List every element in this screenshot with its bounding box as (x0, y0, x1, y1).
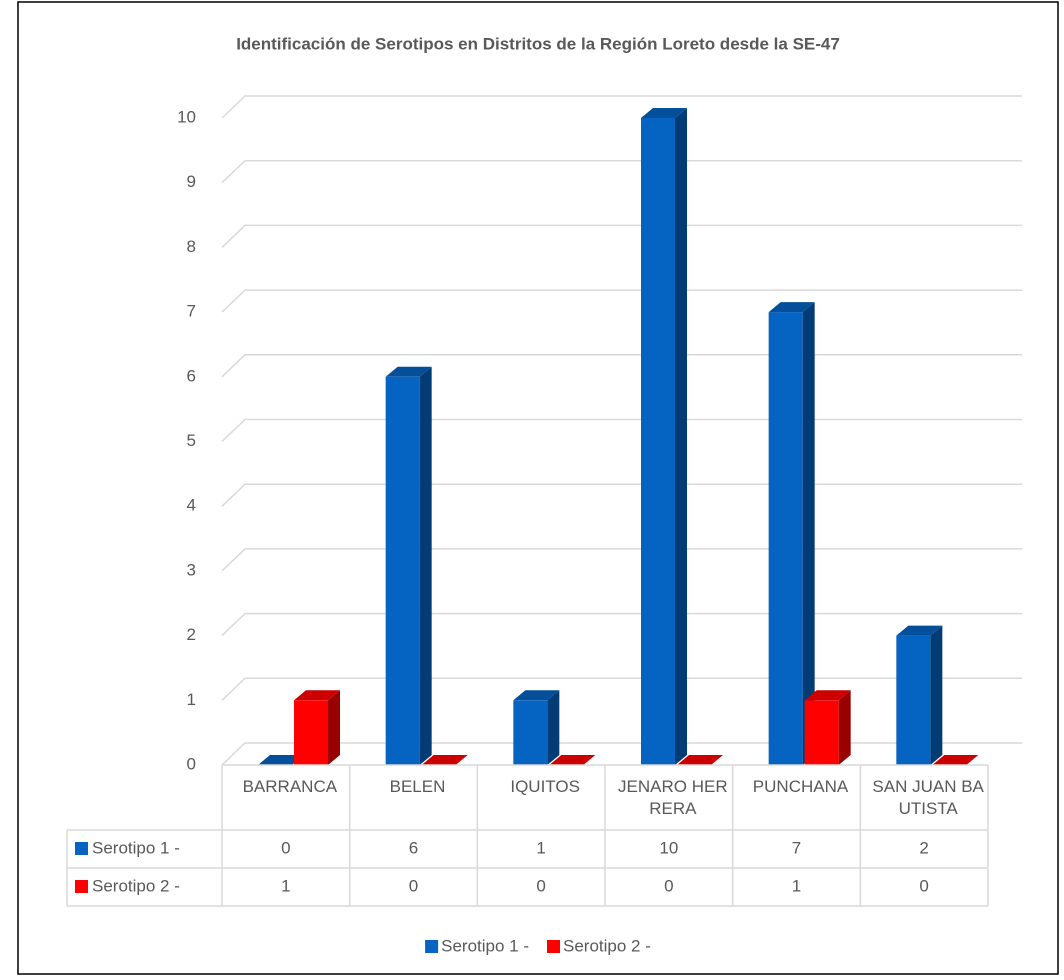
bar-top (677, 755, 723, 765)
table-series-name: Serotipo 1 - (92, 838, 180, 857)
y-tick-label: 7 (187, 302, 196, 321)
grid-line (221, 289, 1022, 313)
bar (513, 690, 560, 765)
grid-line (221, 224, 1022, 248)
bar-front (294, 700, 328, 765)
y-tick-label: 4 (187, 496, 196, 515)
x-tick-label: PUNCHANA (752, 777, 849, 796)
bar-front (641, 118, 675, 765)
table-value: 10 (659, 838, 678, 857)
bar-top (768, 302, 815, 313)
y-tick-label: 3 (187, 560, 196, 579)
chart-frame (17, 1, 1059, 975)
table-value: 0 (919, 876, 928, 895)
grid-line (221, 742, 1022, 766)
x-tick-label: BELEN (389, 777, 446, 796)
y-tick-label: 0 (187, 754, 196, 773)
bar-side (802, 302, 815, 765)
bar-top (896, 625, 943, 636)
table-value: 1 (792, 876, 801, 895)
grid-line (221, 548, 1022, 572)
table-value: 0 (536, 876, 545, 895)
bar-top (641, 108, 687, 118)
grid-line (221, 159, 1022, 184)
chart-title: Identificación de Serotipos en Distritos… (236, 34, 840, 53)
bar-side (419, 366, 432, 765)
y-tick-label: 1 (187, 690, 196, 709)
bar (294, 690, 340, 765)
legend-label: Serotipo 2 - (563, 936, 651, 955)
y-tick-label: 6 (187, 366, 196, 385)
bar-front (385, 376, 420, 765)
y-tick-label: 8 (187, 237, 196, 256)
bar-front (896, 635, 931, 765)
table-value: 7 (792, 838, 801, 857)
bar-side (328, 690, 340, 765)
legend-key (425, 940, 439, 953)
bar-top (932, 755, 979, 765)
legend-label: Serotipo 1 - (441, 936, 529, 955)
grid-line (221, 483, 1022, 507)
table-legend-key (75, 880, 88, 893)
grid-line (221, 418, 1022, 443)
grid-line (221, 354, 1022, 378)
table-value: 2 (919, 838, 928, 857)
table-value: 6 (409, 838, 418, 857)
table-value: 1 (281, 876, 290, 895)
y-tick-label: 10 (177, 107, 196, 126)
x-tick-label: JENARO HERRERA (618, 777, 728, 818)
bar (932, 755, 979, 765)
table-value: 0 (281, 838, 290, 857)
grid-line (221, 612, 1022, 637)
bar-side (838, 690, 851, 765)
y-tick-label: 2 (187, 625, 196, 644)
y-tick-label: 5 (187, 431, 196, 450)
bar (421, 755, 468, 765)
bar-front (513, 700, 548, 765)
bar (549, 755, 596, 765)
bar (896, 625, 943, 765)
x-tick-label: BARRANCA (242, 777, 338, 796)
bar (258, 755, 304, 765)
x-tick-label: IQUITOS (510, 777, 580, 796)
table-legend-key (75, 842, 88, 855)
table-value: 1 (536, 838, 545, 857)
legend: Serotipo 1 - Serotipo 2 - (425, 936, 651, 955)
bar (641, 108, 687, 765)
bar-front (768, 312, 803, 765)
bar-top (421, 755, 468, 765)
bar (385, 366, 432, 765)
bar-top (804, 690, 851, 701)
table-series-name: Serotipo 2 - (92, 876, 180, 895)
bar-top (258, 755, 304, 765)
bar-front (804, 700, 839, 765)
bar-side (675, 108, 687, 765)
bar-top (385, 366, 432, 377)
table-value: 0 (664, 876, 673, 895)
bar-side (930, 625, 943, 765)
bar-top (549, 755, 596, 765)
y-tick-label: 9 (187, 172, 196, 191)
table-value: 0 (409, 876, 418, 895)
bar-top (513, 690, 560, 701)
bar-side (547, 690, 560, 765)
bar (768, 302, 815, 765)
grid-line (221, 95, 1022, 119)
grid-line (221, 677, 1022, 701)
legend-key (547, 940, 560, 953)
bar-top (294, 690, 340, 701)
bar (677, 755, 723, 765)
bar (804, 690, 851, 765)
x-tick-label: SAN JUAN BAUTISTA (872, 777, 984, 818)
